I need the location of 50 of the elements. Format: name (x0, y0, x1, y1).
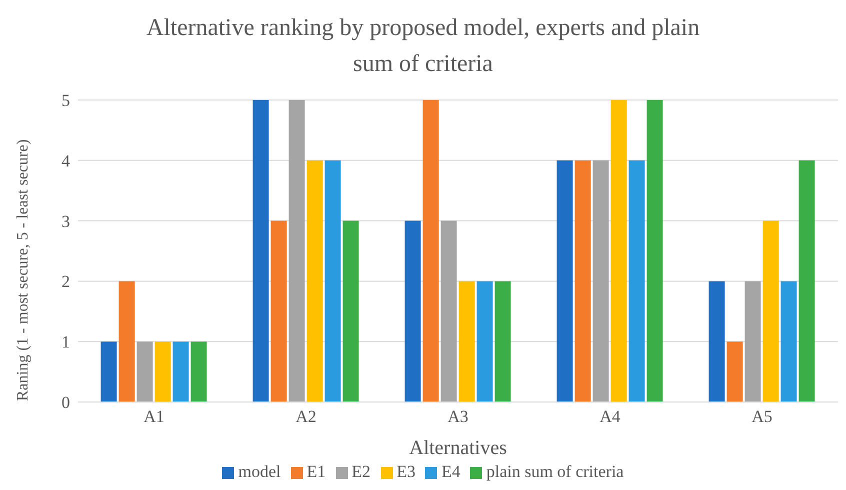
bar (154, 342, 171, 402)
legend-label: E3 (396, 462, 416, 481)
bar (780, 281, 797, 402)
x-axis-title: Alternatives (409, 437, 508, 459)
bar (306, 160, 323, 402)
legend-label: plain sum of criteria (486, 462, 624, 481)
chart-title: Alternative ranking by proposed model, experts and plain sum of criteria (145, 14, 701, 79)
y-tick-label: 0 (62, 393, 70, 412)
bar (252, 100, 269, 402)
bar (190, 342, 207, 402)
x-tick-label: A2 (296, 407, 316, 426)
bar (494, 281, 511, 402)
bar (172, 342, 189, 402)
bar (458, 281, 475, 402)
x-tick-label: A1 (144, 407, 164, 426)
bar (592, 160, 609, 402)
bar (118, 281, 135, 402)
y-axis-title: Raning (1 - most secure, 5 - least secure) (14, 139, 32, 401)
bar (556, 160, 573, 402)
bar (342, 220, 359, 402)
x-tick-label: A5 (752, 407, 772, 426)
bar (628, 160, 645, 402)
bar (646, 100, 663, 402)
x-tick-label: A3 (448, 407, 468, 426)
bar (270, 220, 287, 402)
bar (404, 220, 421, 402)
y-tick-label: 1 (62, 332, 70, 352)
legend-label: E4 (441, 462, 460, 481)
legend-label: E1 (306, 462, 326, 481)
bar (422, 100, 439, 402)
y-tick-label: 3 (62, 212, 70, 231)
bar (440, 220, 457, 402)
y-tick-label: 2 (62, 272, 70, 292)
bar (610, 100, 627, 402)
bar (708, 281, 725, 402)
bar (798, 160, 815, 402)
bar (136, 342, 153, 402)
bar (100, 342, 117, 402)
bar (574, 160, 591, 402)
legend-label: model (238, 462, 281, 481)
bar (324, 160, 341, 402)
bar (726, 342, 743, 402)
y-tick-label: 4 (62, 151, 70, 170)
y-tick-label: 5 (62, 91, 70, 110)
bar (476, 281, 493, 402)
x-tick-label: A4 (600, 407, 621, 426)
legend-label: E2 (352, 462, 371, 481)
bar (744, 281, 761, 402)
bar (288, 100, 305, 402)
bar (762, 220, 779, 402)
